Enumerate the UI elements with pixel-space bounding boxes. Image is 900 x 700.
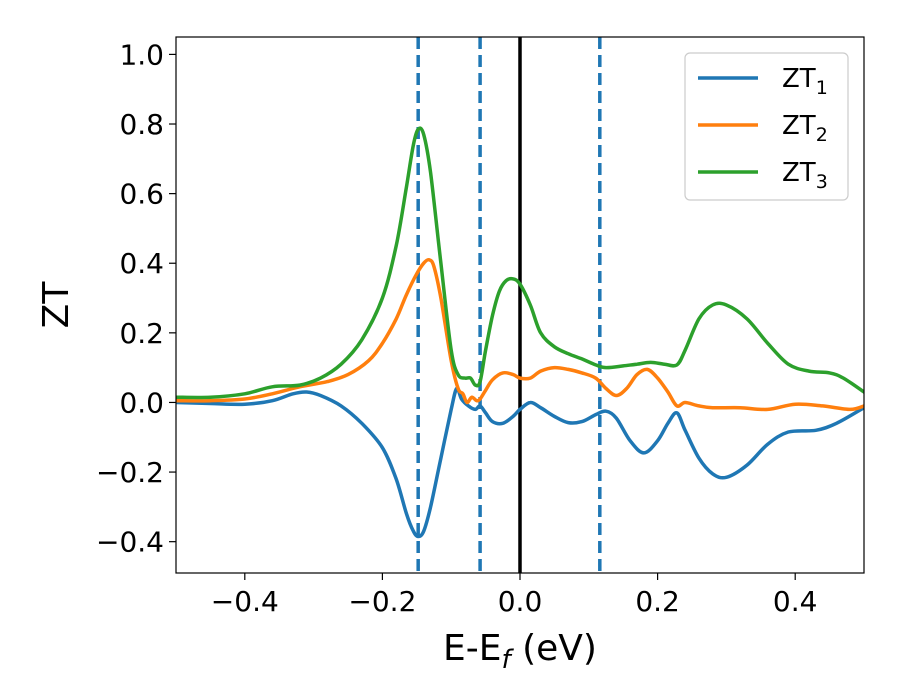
reference-lines bbox=[416, 37, 602, 573]
series-line-zt2 bbox=[176, 257, 864, 412]
y-tick-label: −0.2 bbox=[96, 456, 164, 489]
legend-label-zt1: ZT1 bbox=[782, 64, 828, 99]
x-tick-label: 0.0 bbox=[498, 585, 543, 618]
y-axis-label: ZT bbox=[36, 281, 77, 329]
y-tick-label: 0.0 bbox=[119, 386, 164, 419]
series-line-zt3 bbox=[176, 126, 864, 400]
y-tick-label: 0.6 bbox=[119, 178, 164, 211]
x-tick-label: 0.4 bbox=[773, 585, 818, 618]
legend-box bbox=[684, 52, 849, 201]
series-line-zt1 bbox=[176, 386, 864, 539]
x-axis: −0.4 −0.2 0.0 0.2 0.4 bbox=[211, 573, 818, 618]
x-axis-label: E-Ef (eV) bbox=[443, 628, 597, 675]
y-tick-label: 0.2 bbox=[119, 317, 164, 350]
y-tick-label: −0.4 bbox=[96, 526, 164, 559]
series-lines bbox=[176, 126, 864, 539]
x-tick-label: 0.2 bbox=[635, 585, 680, 618]
x-tick-label: −0.4 bbox=[211, 585, 279, 618]
x-tick-label: −0.2 bbox=[348, 585, 416, 618]
legend-label-zt3: ZT3 bbox=[782, 158, 828, 193]
legend-label-zt2: ZT2 bbox=[782, 111, 828, 146]
y-tick-label: 1.0 bbox=[119, 38, 164, 71]
legend: ZT1 ZT2 ZT3 bbox=[684, 52, 849, 201]
y-tick-label: 0.4 bbox=[119, 247, 164, 280]
y-axis: −0.4 −0.2 0.0 0.2 0.4 0.6 0.8 1.0 bbox=[96, 38, 176, 559]
y-tick-label: 0.8 bbox=[119, 108, 164, 141]
